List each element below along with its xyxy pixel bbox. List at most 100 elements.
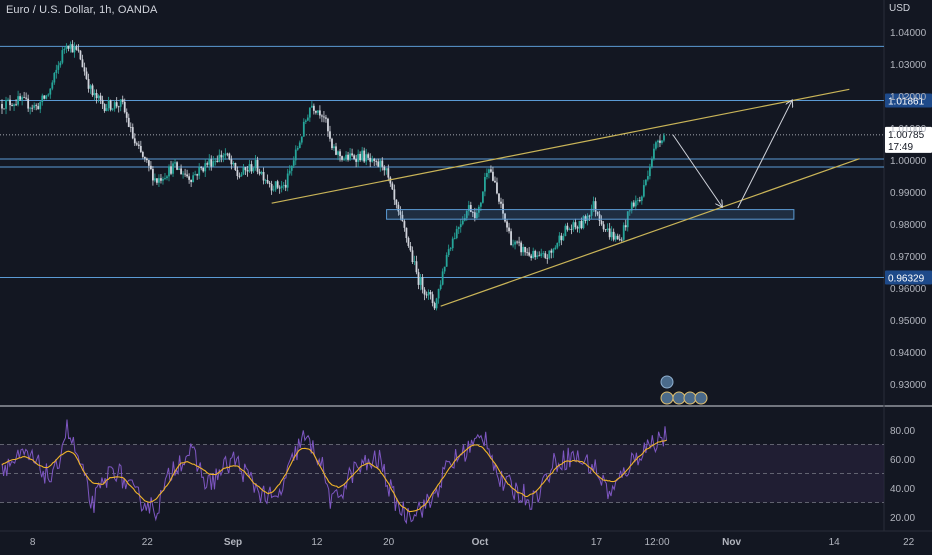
candle-body	[554, 247, 557, 250]
candle-body	[3, 108, 5, 110]
candle-body	[367, 154, 370, 158]
candle-body	[250, 164, 253, 172]
candle-body	[15, 104, 17, 106]
candle-body	[642, 185, 645, 197]
candle-body	[91, 85, 94, 96]
channel-trendline	[271, 88, 850, 204]
candle-body	[610, 231, 613, 238]
candle-body	[433, 303, 436, 309]
candle-body	[57, 65, 60, 70]
candle-body	[234, 163, 237, 171]
candle-body	[210, 159, 213, 167]
candle-body	[21, 97, 24, 100]
candle-body	[327, 118, 329, 132]
candle-body	[101, 99, 104, 105]
candle-body	[152, 168, 154, 181]
level-price-badge	[885, 93, 932, 108]
time-tick-label: 8	[30, 537, 36, 548]
time-tick-label: 22	[903, 537, 915, 548]
candle-body	[35, 105, 38, 107]
candle-body	[347, 154, 349, 160]
candle-body	[278, 187, 281, 189]
candle-body	[467, 205, 470, 211]
candle-body	[109, 100, 112, 110]
candle-body	[174, 162, 176, 164]
candle-body	[9, 99, 11, 106]
time-tick-label: 22	[142, 537, 154, 548]
rsi-tick-label: 60.00	[890, 455, 915, 466]
candle-body	[156, 178, 158, 183]
candle-body	[630, 202, 633, 211]
candle-body	[634, 200, 637, 207]
candle-body	[176, 162, 178, 170]
candle-body	[506, 221, 508, 228]
candle-body	[17, 96, 19, 105]
candle-body	[431, 294, 434, 304]
candle-body	[141, 151, 144, 157]
candle-body	[638, 200, 641, 201]
candle-body	[508, 227, 510, 232]
time-tick-label: 12	[311, 537, 323, 548]
candle-body	[373, 158, 376, 161]
candle-body	[415, 261, 418, 273]
candle-body	[270, 184, 273, 191]
candle-body	[99, 95, 102, 100]
candle-body	[602, 224, 605, 230]
candle-body	[389, 177, 392, 184]
candle-body	[429, 291, 432, 295]
candle-body	[486, 173, 488, 177]
projection-arrow	[672, 134, 722, 207]
candle-body	[276, 181, 279, 188]
candle-body	[325, 117, 327, 119]
axes: 1.04000 1.03000 1.02000 1.01000 1.00000 0.990…	[30, 28, 927, 548]
candle-body	[111, 108, 114, 110]
price-tick-label: 1.00000	[890, 156, 927, 167]
candle-body	[306, 117, 309, 121]
candle-body	[19, 96, 22, 100]
candle-body	[648, 166, 651, 177]
candle-body	[365, 154, 368, 162]
flag-event-icon	[694, 391, 708, 405]
candle-body	[236, 170, 239, 177]
symbol-title[interactable]: Euro / U.S. Dollar, 1h, OANDA	[6, 4, 158, 16]
candle-body	[592, 201, 595, 209]
candle-body	[582, 216, 585, 229]
candle-body	[83, 67, 86, 72]
candle-body	[449, 248, 452, 250]
candle-body	[576, 227, 579, 229]
candle-body	[580, 220, 583, 229]
candle-body	[312, 105, 315, 111]
candle-body	[524, 246, 527, 253]
rsi-tick-label: 40.00	[890, 484, 915, 495]
candle-body	[461, 220, 464, 225]
candle-body	[319, 110, 321, 116]
candle-body	[160, 178, 162, 181]
candle-body	[23, 97, 26, 99]
candle-body	[498, 193, 500, 202]
candle-body	[357, 153, 360, 162]
candle-body	[329, 131, 331, 139]
candle-body	[292, 160, 295, 166]
candle-body	[53, 73, 56, 83]
flag-event-icon	[660, 391, 674, 405]
candle-body	[616, 235, 619, 239]
grid-layer	[0, 0, 932, 532]
candle-body	[335, 146, 337, 155]
candle-body	[288, 170, 291, 174]
candle-body	[520, 242, 523, 253]
candle-body	[133, 138, 136, 144]
rsi-pane	[0, 419, 884, 525]
candle-body	[89, 85, 92, 89]
candle-body	[192, 175, 195, 183]
candle-body	[194, 174, 197, 176]
price-tick-label: 0.97000	[890, 252, 927, 263]
candle-body	[490, 169, 492, 172]
time-tick-label: 17	[591, 537, 603, 548]
candle-body	[256, 160, 259, 172]
candle-body	[162, 178, 164, 181]
support-zone-rectangle	[386, 209, 795, 220]
candle-body	[528, 252, 531, 256]
candle-body	[81, 59, 84, 68]
candle-body	[333, 146, 335, 149]
